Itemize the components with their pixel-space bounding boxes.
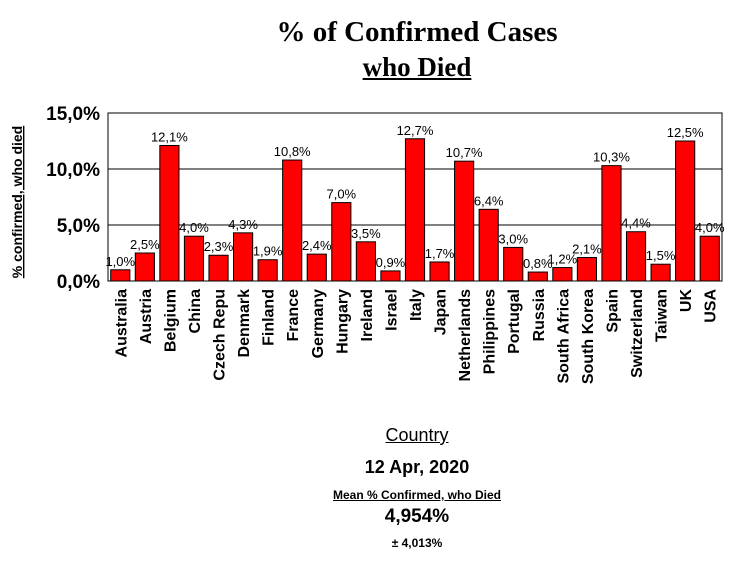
value-label: 2,4% (302, 238, 332, 253)
x-tick-label: Australia (113, 289, 130, 358)
y-tick-label: 0,0% (57, 272, 100, 293)
x-tick-label: Ireland (359, 289, 376, 341)
value-label: 2,5% (130, 237, 160, 252)
x-tick-label: Japan (433, 289, 450, 335)
y-tick-label: 5,0% (57, 216, 100, 237)
date-label: 12 Apr, 2020 (0, 457, 742, 478)
value-label: 2,1% (572, 241, 602, 256)
x-tick-label: Denmark (236, 289, 253, 358)
value-label: 3,5% (351, 226, 381, 241)
bar-ireland (356, 242, 375, 281)
x-tick-label: South Africa (555, 289, 572, 384)
bar-hungary (332, 203, 351, 281)
x-tick-label: South Korea (580, 289, 597, 384)
x-tick-label: Russia (531, 289, 548, 342)
x-tick-label: Netherlands (457, 289, 474, 382)
x-tick-label: Czech Repu (212, 289, 229, 381)
x-tick-label: Hungary (334, 289, 351, 354)
value-label: 10,8% (274, 144, 311, 159)
value-label: 4,0% (695, 220, 725, 235)
x-tick-labels: Australia Austria Belgium China Czech Repu De… (113, 289, 719, 385)
value-label: 4,0% (179, 220, 209, 235)
x-tick-label: Italy (408, 289, 425, 321)
x-tick-label: France (285, 289, 302, 342)
bar-australia (111, 270, 130, 281)
x-tick-label: Taiwan (654, 289, 671, 342)
value-label: 10,7% (446, 145, 483, 160)
x-tick-label: UK (678, 289, 695, 313)
value-label: 1,9% (253, 244, 283, 259)
x-tick-label: Austria (138, 289, 155, 344)
bar-italy (405, 139, 424, 281)
x-tick-label: Finland (261, 289, 278, 346)
bar-israel (381, 271, 400, 281)
value-label: 10,3% (593, 150, 630, 165)
bar-taiwan (651, 264, 670, 281)
mean-label: Mean % Confirmed, who Died (0, 488, 742, 502)
x-tick-label: Germany (310, 289, 327, 358)
bar-philippines (479, 209, 498, 281)
bar-portugal (504, 247, 523, 281)
value-label: 1,0% (105, 254, 135, 269)
bar-chart: 1,0% 2,5% 12,1% 4,0% 2,3% 4,3% 1,9% 10,8% 2,4% 7,… (0, 0, 742, 430)
x-tick-label: Philippines (482, 289, 499, 374)
bar-japan (430, 262, 449, 281)
x-tick-label: Portugal (506, 289, 523, 354)
bar-czech-repu (209, 255, 228, 281)
value-label: 12,1% (151, 129, 188, 144)
x-tick-label: Belgium (162, 289, 179, 352)
x-axis-label: Country (0, 425, 742, 446)
bar-france (283, 160, 302, 281)
bar-south-korea (577, 257, 596, 281)
value-label: 12,5% (667, 125, 704, 140)
mean-value: 4,954% (0, 506, 742, 528)
bar-switzerland (626, 232, 645, 281)
x-tick-label: Spain (604, 289, 621, 333)
value-label: 1,7% (425, 246, 455, 261)
x-tick-label: China (187, 289, 204, 334)
value-label: 3,0% (498, 231, 528, 246)
y-tick-label: 10,0% (46, 160, 100, 181)
y-tick-label: 15,0% (46, 104, 100, 125)
value-label: 0,9% (376, 255, 406, 270)
sd-value: ± 4,013% (0, 536, 742, 550)
x-tick-label: Switzerland (629, 289, 646, 378)
bar-finland (258, 260, 277, 281)
bar-netherlands (455, 161, 474, 281)
value-label: 12,7% (397, 123, 434, 138)
bar-usa (700, 236, 719, 281)
value-label: 2,3% (204, 239, 234, 254)
value-label: 1,5% (646, 248, 676, 263)
value-label: 4,3% (228, 217, 258, 232)
bar-uk (676, 141, 695, 281)
x-tick-label: USA (703, 289, 720, 323)
bar-denmark (234, 233, 253, 281)
bar-spain (602, 166, 621, 281)
bar-belgium (160, 145, 179, 281)
x-tick-label: Israel (383, 289, 400, 331)
bar-china (184, 236, 203, 281)
bar-south-africa (553, 268, 572, 281)
y-tick-labels: 0,0% 5,0% 10,0% 15,0% (46, 104, 100, 293)
value-label: 4,4% (621, 216, 651, 231)
bar-germany (307, 254, 326, 281)
bar-russia (528, 272, 547, 281)
value-label: 7,0% (326, 187, 356, 202)
y-axis-label: % confirmed, who died (9, 126, 25, 278)
bar-austria (135, 253, 154, 281)
value-label: 6,4% (474, 193, 504, 208)
